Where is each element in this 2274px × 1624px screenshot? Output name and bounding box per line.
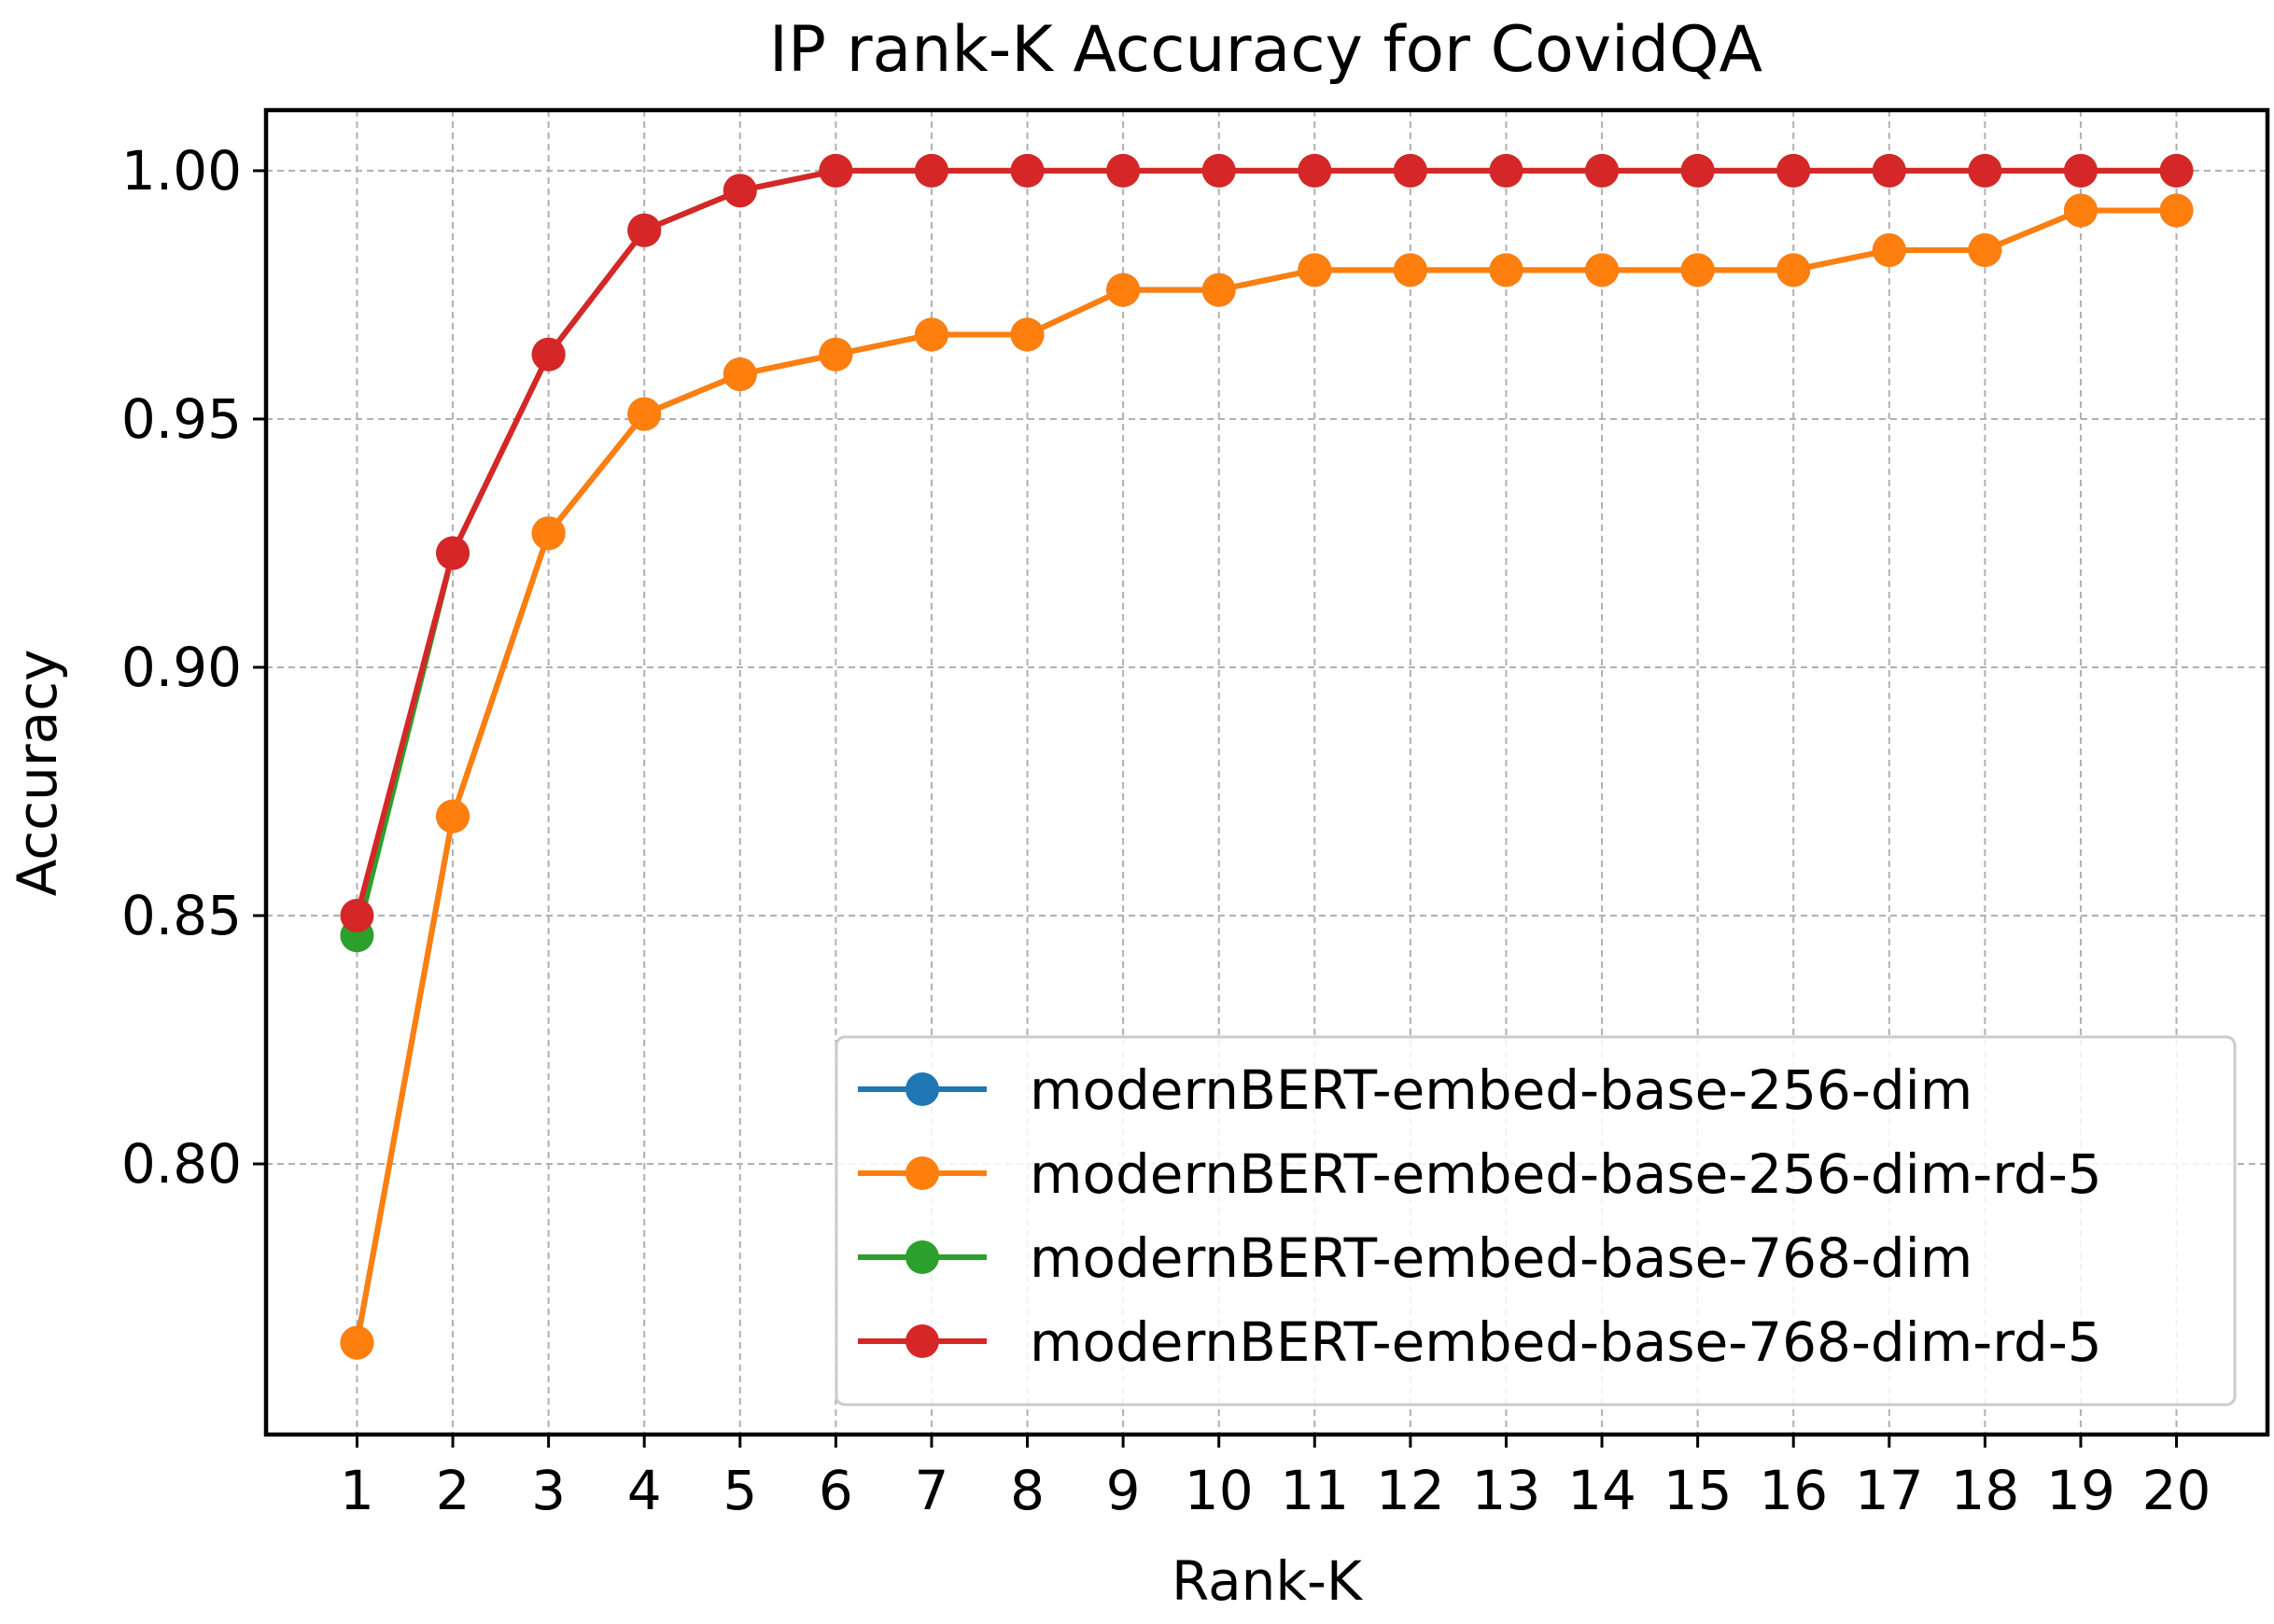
x-tick-label: 19 <box>2046 1459 2115 1522</box>
x-tick-label: 4 <box>627 1459 662 1522</box>
x-tick-label: 17 <box>1855 1459 1924 1522</box>
data-point <box>1776 153 1811 188</box>
legend-label: modernBERT-embed-base-768-dim-rd-5 <box>1030 1310 2102 1374</box>
x-tick-label: 12 <box>1376 1459 1445 1522</box>
plot-area-frame <box>263 107 2270 1437</box>
data-point <box>1298 253 1332 287</box>
data-point <box>627 397 662 431</box>
legend-label: modernBERT-embed-base-768-dim <box>1030 1226 1972 1290</box>
data-point <box>1680 253 1715 287</box>
data-point <box>1010 317 1045 352</box>
x-tick-label: 2 <box>436 1459 470 1522</box>
data-point <box>2063 153 2098 188</box>
data-point <box>340 1325 374 1360</box>
legend-label: modernBERT-embed-base-256-dim <box>1030 1058 1972 1122</box>
data-point <box>723 357 757 392</box>
data-point <box>1585 153 1620 188</box>
legend-box <box>835 1035 2237 1407</box>
x-tick-label: 3 <box>531 1459 566 1522</box>
data-point <box>1201 153 1236 188</box>
data-point <box>914 317 948 352</box>
data-point <box>436 799 470 833</box>
data-point <box>819 337 853 371</box>
x-tick-label: 11 <box>1280 1459 1349 1522</box>
data-point <box>1106 153 1141 188</box>
data-point <box>2063 193 2098 228</box>
x-tick-label: 9 <box>1106 1459 1141 1522</box>
data-point <box>1680 153 1715 188</box>
x-tick-label: 8 <box>1010 1459 1045 1522</box>
x-tick-label: 6 <box>819 1459 853 1522</box>
y-axis-label: Accuracy <box>6 650 69 897</box>
data-point <box>436 536 470 570</box>
series-4 <box>340 153 2194 932</box>
legend-item: modernBERT-embed-base-256-dim <box>858 1058 1972 1122</box>
y-tick-label: 0.85 <box>121 884 242 947</box>
x-tick-label: 20 <box>2142 1459 2211 1522</box>
legend-swatch-marker <box>905 1072 939 1106</box>
data-point <box>1393 253 1427 287</box>
data-series <box>340 153 2194 1360</box>
x-axis-label: Rank-K <box>1172 1549 1364 1613</box>
data-point <box>2159 153 2194 188</box>
data-point <box>1968 233 2002 268</box>
data-point <box>531 516 566 551</box>
y-tick-label: 1.00 <box>121 139 242 203</box>
legend-swatch-marker <box>905 1156 939 1190</box>
y-tick-label: 0.90 <box>121 636 242 699</box>
y-tick-label: 0.95 <box>121 387 242 451</box>
data-point <box>1298 153 1332 188</box>
data-point <box>1872 153 1906 188</box>
y-tick-label: 0.80 <box>121 1132 242 1196</box>
data-point <box>1010 153 1045 188</box>
series-2 <box>340 193 2194 1360</box>
legend-swatch-marker <box>905 1240 939 1274</box>
data-point <box>914 153 948 188</box>
data-point <box>1106 273 1141 307</box>
data-point <box>531 337 566 371</box>
x-tick-label: 16 <box>1759 1459 1828 1522</box>
data-point <box>819 153 853 188</box>
data-point <box>627 213 662 247</box>
data-point <box>1201 273 1236 307</box>
legend: modernBERT-embed-base-256-dim modernBERT-… <box>835 1035 2237 1407</box>
x-tick-label: 1 <box>340 1459 374 1522</box>
x-tick-label: 13 <box>1472 1459 1541 1522</box>
data-point <box>2159 193 2194 228</box>
axes: 1 2 3 4 5 6 7 8 9 10 11 12 13 14 15 16 17 18 19 200.800.850… <box>121 139 2211 1522</box>
data-point <box>723 174 757 208</box>
data-point <box>1489 153 1523 188</box>
chart-title: IP rank-K Accuracy for CovidQA <box>769 13 1762 87</box>
data-point <box>1489 253 1523 287</box>
legend-label: modernBERT-embed-base-256-dim-rd-5 <box>1030 1142 2102 1206</box>
legend-item: modernBERT-embed-base-768-dim-rd-5 <box>858 1310 2102 1374</box>
data-point <box>1393 153 1427 188</box>
legend-item: modernBERT-embed-base-256-dim-rd-5 <box>858 1142 2102 1206</box>
legend-item: modernBERT-embed-base-768-dim <box>858 1226 1972 1290</box>
x-tick-label: 5 <box>723 1459 757 1522</box>
data-point <box>1872 233 1906 268</box>
data-point <box>1968 153 2002 188</box>
x-tick-label: 18 <box>1950 1459 2019 1522</box>
x-tick-label: 7 <box>915 1459 949 1522</box>
x-tick-label: 10 <box>1185 1459 1254 1522</box>
data-point <box>1776 253 1811 287</box>
x-tick-label: 15 <box>1663 1459 1733 1522</box>
x-tick-label: 14 <box>1567 1459 1636 1522</box>
data-point <box>1585 253 1620 287</box>
data-point <box>340 898 374 932</box>
legend-swatch-marker <box>905 1324 939 1358</box>
